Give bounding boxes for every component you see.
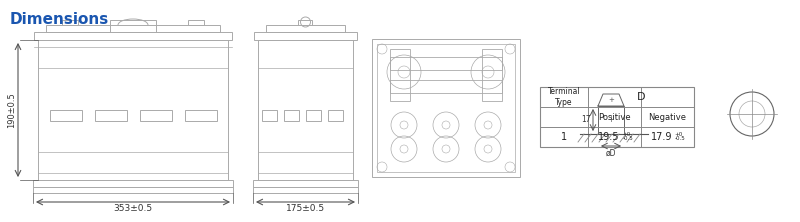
Bar: [110, 20, 156, 32]
Bar: [262, 110, 277, 121]
Text: -0.5: -0.5: [674, 137, 686, 141]
Text: 1: 1: [561, 132, 567, 142]
Bar: [254, 32, 357, 40]
Bar: [34, 32, 232, 40]
Bar: [482, 49, 502, 101]
Bar: [33, 187, 233, 193]
Text: D: D: [637, 92, 646, 102]
Bar: [253, 180, 358, 187]
Text: 175±0.5: 175±0.5: [286, 204, 325, 213]
Bar: [258, 40, 353, 180]
Bar: [62, 20, 78, 25]
Bar: [540, 87, 694, 147]
Text: 19.5: 19.5: [598, 132, 619, 142]
Bar: [188, 20, 204, 25]
Bar: [372, 39, 520, 177]
Bar: [95, 110, 127, 121]
Bar: [33, 180, 233, 187]
Text: Terminal
Type: Terminal Type: [548, 87, 580, 107]
Bar: [50, 110, 82, 121]
Text: øD: øD: [606, 149, 616, 158]
Bar: [266, 25, 345, 32]
Text: Negative: Negative: [649, 113, 686, 121]
Text: 190±0.5: 190±0.5: [7, 92, 16, 128]
Bar: [140, 110, 172, 121]
Text: -0.5: -0.5: [622, 137, 634, 141]
Bar: [38, 40, 228, 180]
Text: 17: 17: [582, 115, 591, 125]
Text: Dimensions: Dimensions: [10, 12, 110, 27]
Text: +0: +0: [674, 133, 682, 137]
Bar: [390, 57, 502, 70]
Bar: [306, 110, 321, 121]
Text: 17.9: 17.9: [650, 132, 672, 142]
Bar: [253, 187, 358, 193]
Bar: [598, 106, 624, 134]
Text: 353±0.5: 353±0.5: [114, 204, 153, 213]
Bar: [377, 44, 515, 172]
Text: +0: +0: [622, 133, 630, 137]
Bar: [328, 110, 343, 121]
Bar: [185, 110, 217, 121]
Bar: [46, 25, 220, 32]
Bar: [298, 20, 312, 25]
Text: +: +: [608, 97, 614, 103]
Text: +: +: [607, 115, 614, 125]
Bar: [284, 110, 299, 121]
Text: Positive: Positive: [598, 113, 631, 121]
Bar: [390, 80, 502, 93]
Bar: [390, 49, 410, 101]
